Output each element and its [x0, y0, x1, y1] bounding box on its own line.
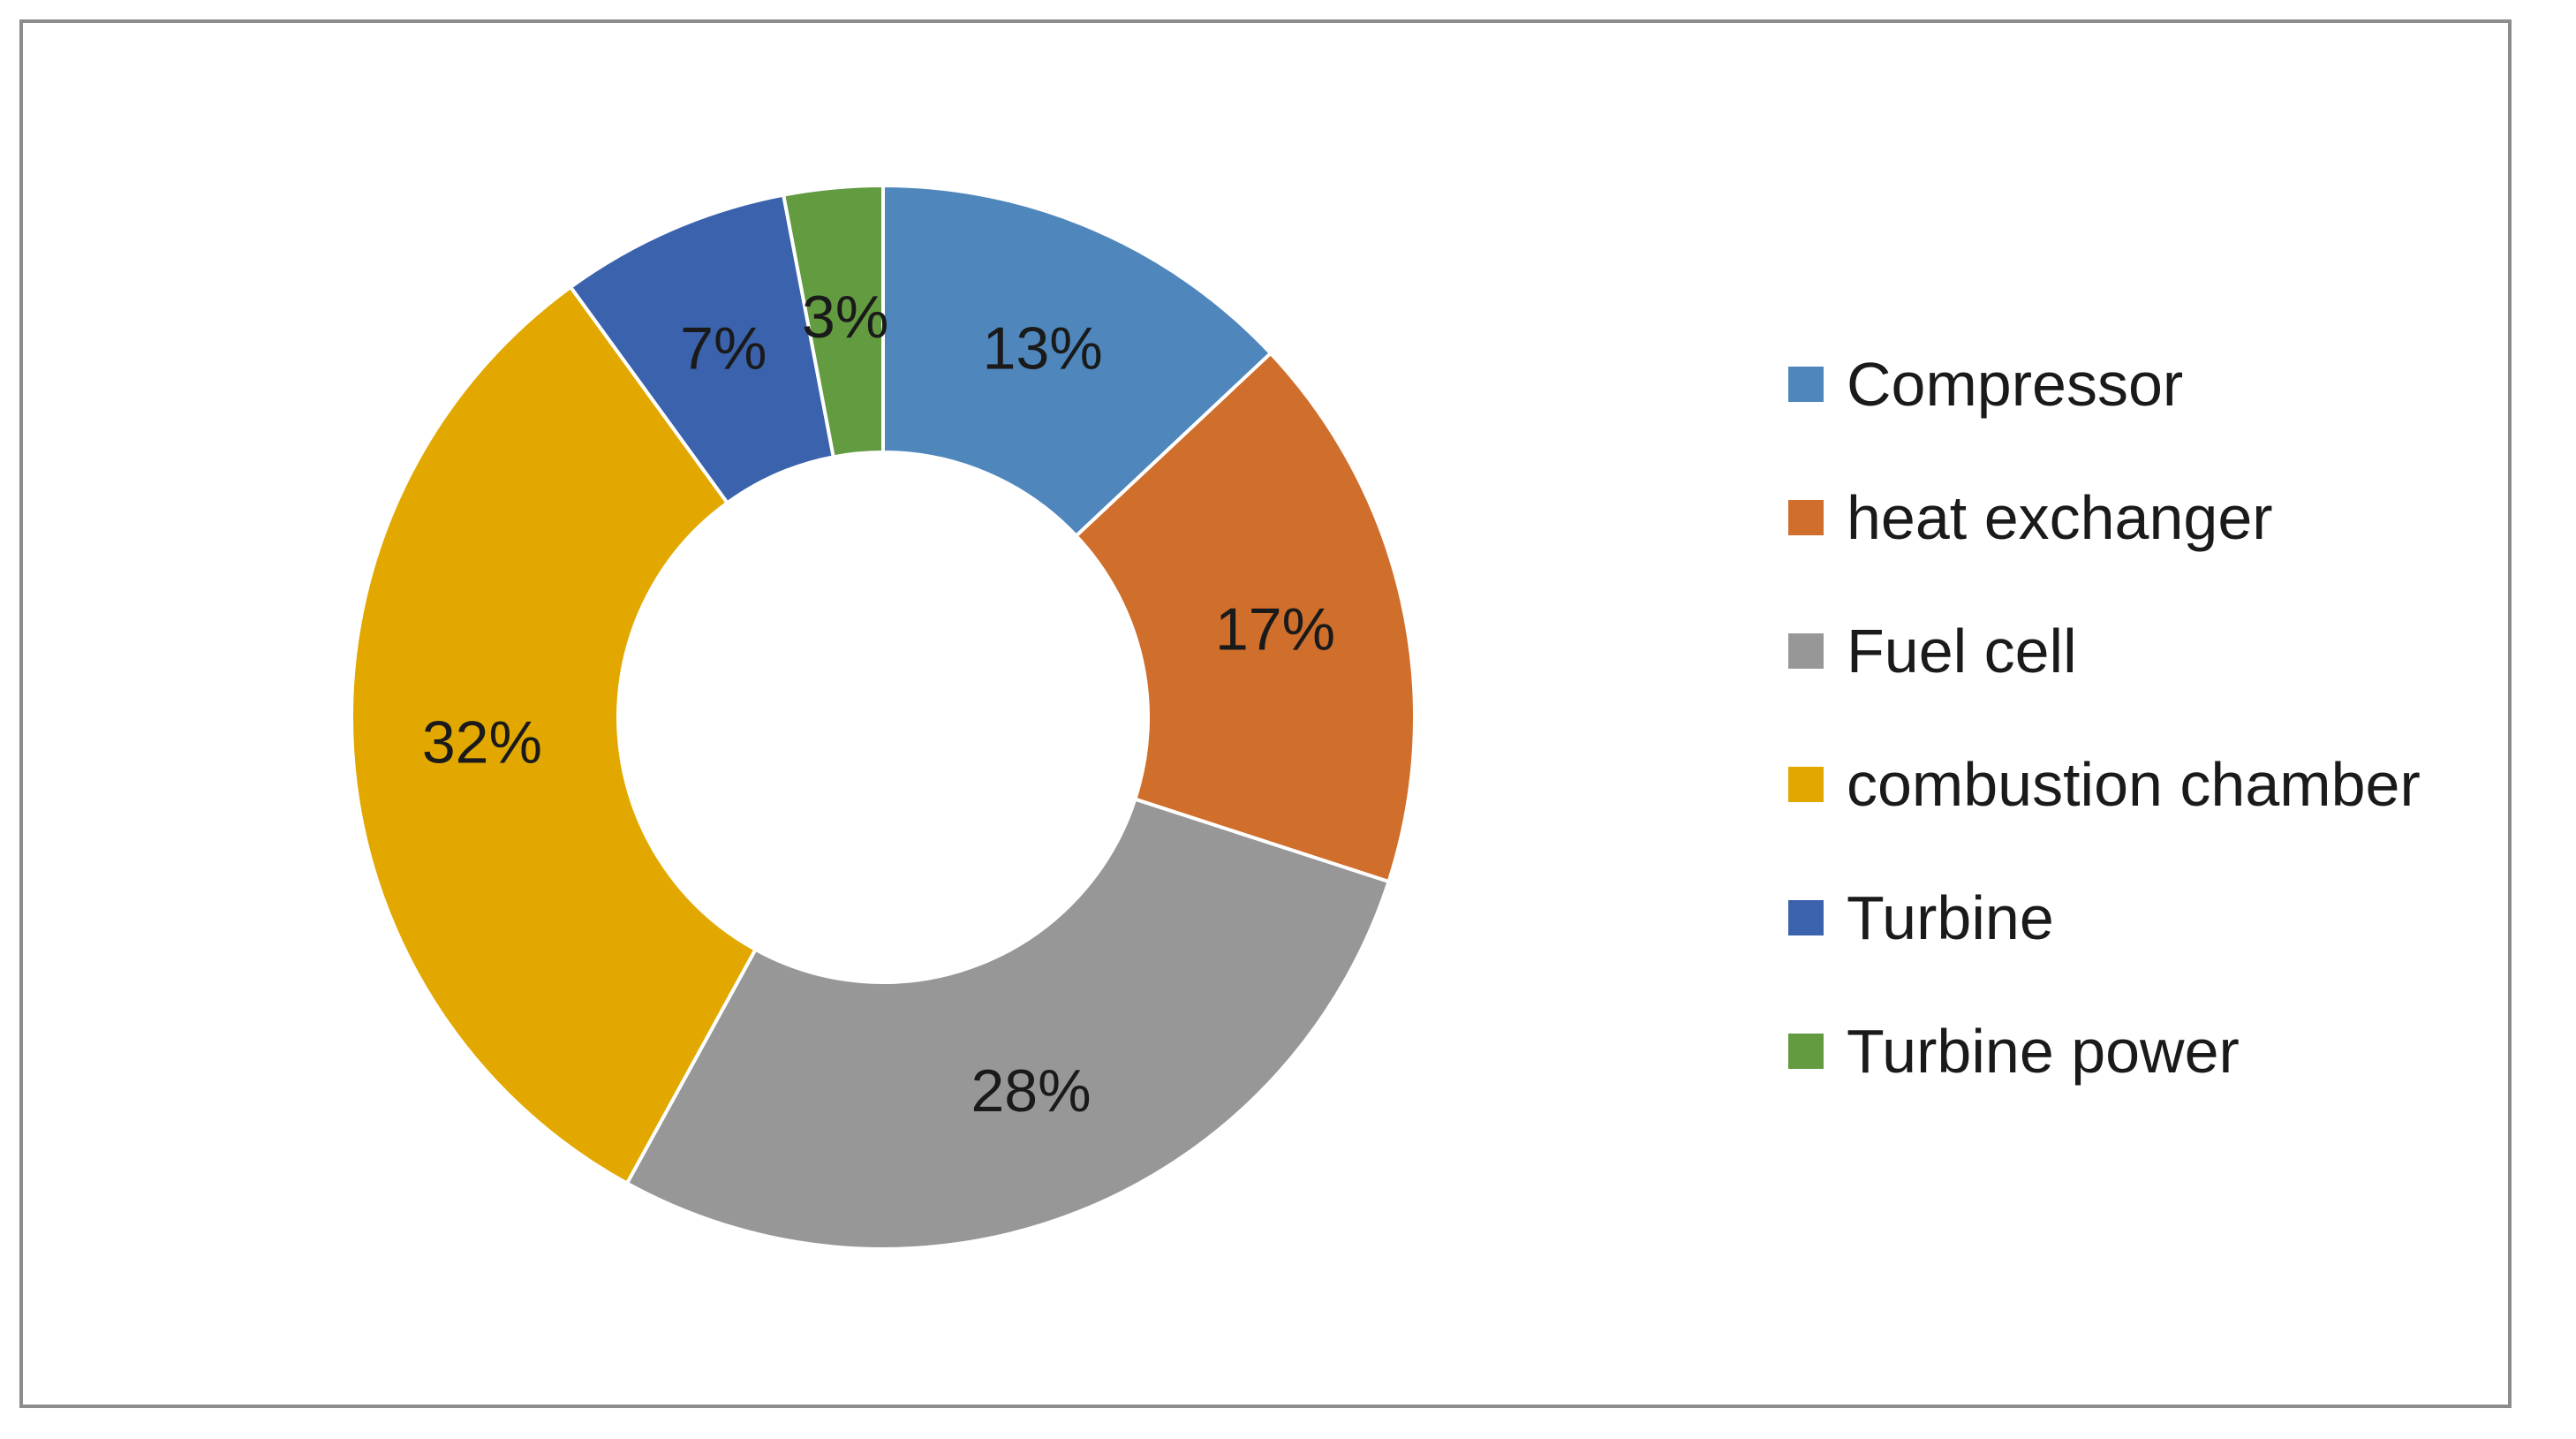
legend-label-heat-exchanger: heat exchanger — [1847, 483, 2273, 552]
legend-swatch-turbine-power — [1788, 1034, 1824, 1069]
legend-swatch-fuel-cell — [1788, 633, 1824, 669]
legend-swatch-combustion-chamber — [1788, 767, 1824, 802]
slice-label-turbine-power: 3% — [802, 284, 888, 351]
slices-group — [350, 183, 1416, 1251]
slice-labels-group: 13% 17% 28% 32% 7% 3% — [422, 284, 1335, 1125]
legend-label-turbine: Turbine — [1847, 883, 2054, 952]
legend-label-turbine-power: Turbine power — [1847, 1017, 2240, 1086]
slice-combustion-chamber — [350, 284, 759, 1186]
slice-label-heat-exchanger: 17% — [1215, 596, 1335, 663]
legend-label-combustion-chamber: combustion chamber — [1847, 750, 2421, 819]
legend-item-heat-exchanger: heat exchanger — [1788, 483, 2273, 552]
legend-swatch-compressor — [1788, 367, 1824, 402]
legend-item-fuel-cell: Fuel cell — [1788, 617, 2077, 685]
legend-item-turbine-power: Turbine power — [1788, 1017, 2240, 1086]
legend-label-compressor: Compressor — [1847, 350, 2183, 419]
legend-item-compressor: Compressor — [1788, 350, 2183, 419]
slice-label-turbine: 7% — [680, 314, 767, 382]
slice-fuel-cell — [624, 797, 1392, 1251]
legend-swatch-heat-exchanger — [1788, 500, 1824, 535]
legend-item-combustion-chamber: combustion chamber — [1788, 750, 2421, 819]
legend-item-turbine: Turbine — [1788, 883, 2054, 952]
slice-heat-exchanger — [1073, 351, 1416, 884]
slice-turbine-power — [781, 183, 885, 459]
slice-label-compressor: 13% — [983, 314, 1103, 382]
slice-compressor — [881, 183, 1273, 539]
legend-swatch-turbine — [1788, 900, 1824, 935]
slice-label-fuel-cell: 28% — [971, 1057, 1091, 1125]
legend-label-fuel-cell: Fuel cell — [1847, 617, 2077, 685]
legend: Compressor heat exchanger Fuel cell combust… — [1788, 350, 2421, 1086]
slice-label-combustion-chamber: 32% — [422, 709, 542, 776]
